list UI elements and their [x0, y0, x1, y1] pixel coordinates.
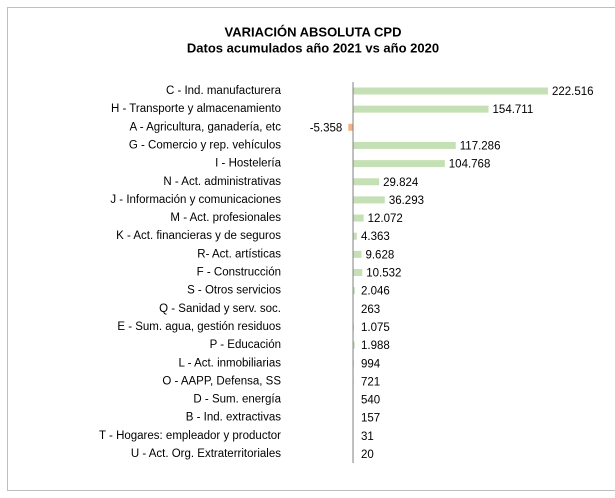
data-label: 2.046	[361, 286, 390, 298]
category-label: C - Ind. manufacturera	[166, 85, 282, 97]
category-label: M - Act. profesionales	[170, 212, 281, 224]
data-label: 10.532	[366, 268, 401, 280]
data-label: 29.824	[383, 177, 419, 189]
data-label: 20	[361, 449, 374, 461]
category-label: O - AAPP, Defensa, SS	[162, 375, 281, 387]
category-label: U - Act. Org. Extraterritoriales	[131, 448, 281, 460]
data-label: 157	[361, 413, 380, 425]
bar	[353, 341, 355, 349]
bar	[353, 87, 548, 95]
category-label: B - Ind. extractivas	[186, 412, 281, 424]
data-label: 12.072	[368, 213, 403, 225]
category-label: S - Otros servicios	[187, 285, 281, 297]
bar	[353, 141, 456, 149]
bar	[348, 123, 354, 131]
data-label: 31	[361, 431, 374, 443]
bar	[353, 160, 445, 168]
chart-frame	[7, 7, 615, 491]
data-label: 540	[361, 395, 380, 407]
bar	[353, 196, 385, 204]
category-label: J - Información y comunicaciones	[110, 194, 281, 206]
data-label: 994	[361, 358, 381, 370]
category-label: N - Act. administrativas	[163, 176, 281, 188]
bar	[353, 214, 364, 222]
category-label: D - Sum. energía	[193, 394, 281, 406]
data-label: 1.988	[361, 340, 390, 352]
data-label: 263	[361, 304, 380, 316]
bar	[353, 287, 355, 295]
category-label: A - Agricultura, ganadería, etc	[129, 121, 281, 133]
data-label: 36.293	[389, 195, 424, 207]
data-label: 154.711	[493, 104, 534, 116]
data-label: -5.358	[310, 122, 343, 134]
category-label: E - Sum. agua, gestión residuos	[117, 321, 281, 333]
data-label: 222.516	[552, 86, 594, 98]
bar	[353, 232, 357, 240]
category-label: I - Hostelería	[215, 158, 281, 170]
category-label: P - Educación	[210, 339, 281, 351]
data-label: 1.075	[361, 322, 390, 334]
data-label: 117.286	[460, 140, 501, 152]
category-label: K - Act. financieras y de seguros	[116, 230, 281, 242]
category-label: G - Comercio y rep. vehículos	[129, 139, 281, 151]
category-label: Q - Sanidad y serv. soc.	[159, 303, 281, 315]
chart-title: VARIACIÓN ABSOLUTA CPD	[225, 24, 402, 39]
data-label: 4.363	[361, 231, 390, 243]
category-label: F - Construcción	[197, 267, 281, 279]
bar	[353, 269, 363, 276]
category-label: R- Act. artísticas	[197, 248, 281, 260]
category-label: T - Hogares: empleador y productor	[99, 430, 281, 442]
category-label: H - Transporte y almacenamiento	[111, 103, 281, 115]
data-label: 9.628	[365, 249, 394, 261]
data-label: 721	[361, 376, 380, 388]
bar	[353, 105, 489, 113]
chart-subtitle: Datos acumulados año 2021 vs año 2020	[187, 40, 439, 55]
data-label: 104.768	[449, 159, 491, 171]
bar	[353, 178, 380, 186]
bar	[353, 250, 362, 258]
category-label: L - Act. inmobiliarias	[179, 357, 282, 369]
